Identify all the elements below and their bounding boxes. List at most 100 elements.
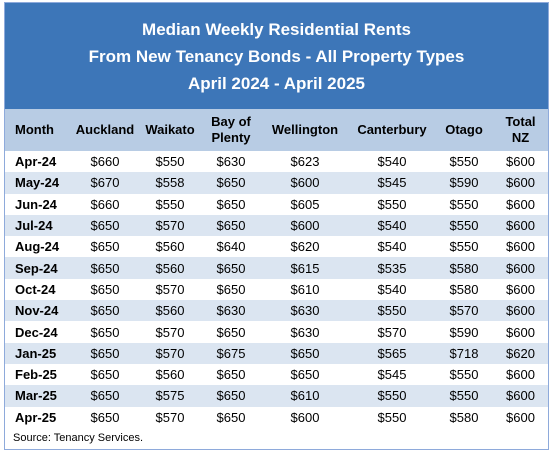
cell: $650 — [71, 385, 139, 407]
cell: $630 — [290, 324, 320, 340]
month-cell: Aug-24 — [15, 239, 60, 255]
cell: $650 — [201, 172, 261, 194]
cell: $550 — [435, 385, 493, 407]
cell: $600 — [506, 281, 535, 297]
month-cell: Sep-24 — [5, 257, 71, 279]
cell: $650 — [71, 257, 139, 279]
cell: $550 — [449, 154, 479, 170]
cell: $650 — [216, 281, 246, 297]
cell: $650 — [90, 281, 120, 297]
cell: $650 — [201, 385, 261, 407]
cell: $670 — [71, 172, 139, 194]
table-row: Mar-25 $650 $575 $650 $610 $550 $550 $600 — [5, 385, 548, 407]
table-row: Nov-24 $650 $560 $630 $630 $550 $570 $600 — [5, 300, 548, 322]
cell: $540 — [377, 239, 407, 255]
table-row: Oct-24 $650 $570 $650 $610 $540 $580 $600 — [5, 279, 548, 300]
cell: $565 — [349, 342, 435, 364]
column-header: Bay of Plenty — [201, 109, 261, 151]
month-cell: Apr-24 — [15, 154, 57, 170]
cell: $550 — [435, 214, 493, 237]
cell: $545 — [377, 367, 407, 383]
cell: $560 — [155, 239, 185, 255]
cell: $620 — [493, 342, 548, 364]
cell: $650 — [90, 367, 120, 383]
cell: $570 — [139, 214, 201, 237]
cell: $610 — [261, 385, 349, 407]
cell: $580 — [449, 409, 479, 425]
table-row: Apr-24 $660 $550 $630 $623 $540 $550 $600 — [5, 151, 548, 172]
cell: $580 — [435, 257, 493, 279]
column-header: Waikato — [139, 109, 201, 151]
table-row: Feb-25 $650 $560 $650 $650 $545 $550 $600 — [5, 364, 548, 385]
cell: $545 — [349, 172, 435, 194]
cell: $650 — [216, 324, 246, 340]
cell: $650 — [71, 342, 139, 364]
cell: $590 — [449, 324, 479, 340]
cell: $610 — [290, 281, 320, 297]
month-cell: Jul-24 — [5, 214, 71, 237]
rent-table-card: Median Weekly Residential Rents From New … — [4, 2, 549, 450]
cell: $650 — [90, 324, 120, 340]
cell: $550 — [449, 196, 479, 212]
cell: $540 — [349, 214, 435, 237]
cell: $570 — [435, 300, 493, 322]
cell: $605 — [290, 196, 320, 212]
cell: $650 — [201, 214, 261, 237]
cell: $650 — [290, 367, 320, 383]
cell: $550 — [449, 367, 479, 383]
cell: $550 — [155, 154, 185, 170]
cell: $650 — [216, 409, 246, 425]
cell: $550 — [155, 196, 185, 212]
cell: $600 — [506, 409, 535, 425]
cell: $558 — [139, 172, 201, 194]
cell: $600 — [261, 172, 349, 194]
cell: $570 — [139, 342, 201, 364]
cell: $650 — [216, 367, 246, 383]
cell: $600 — [506, 196, 535, 212]
cell: $675 — [201, 342, 261, 364]
month-cell: Jun-24 — [15, 196, 57, 212]
cell: $660 — [90, 196, 120, 212]
month-cell: May-24 — [5, 172, 71, 194]
cell: $550 — [349, 300, 435, 322]
cell: $718 — [435, 342, 493, 364]
cell: $600 — [506, 324, 535, 340]
title-line: Median Weekly Residential Rents — [142, 19, 411, 39]
cell: $630 — [201, 300, 261, 322]
cell: $550 — [449, 239, 479, 255]
column-header: Month — [5, 109, 71, 151]
cell: $600 — [506, 239, 535, 255]
cell: $550 — [377, 409, 407, 425]
table-row: Dec-24 $650 $570 $650 $630 $570 $590 $600 — [5, 321, 548, 342]
cell: $535 — [349, 257, 435, 279]
cell: $570 — [377, 324, 407, 340]
cell: $550 — [349, 385, 435, 407]
table-row: Jun-24 $660 $550 $650 $605 $550 $550 $600 — [5, 194, 548, 215]
month-cell: Apr-25 — [15, 409, 57, 425]
table-body: Apr-24 $660 $550 $630 $623 $540 $550 $600 May-24… — [5, 151, 548, 428]
month-cell: Nov-24 — [5, 300, 71, 322]
cell: $600 — [506, 367, 535, 383]
cell: $575 — [139, 385, 201, 407]
cell: $570 — [155, 324, 185, 340]
cell: $630 — [261, 300, 349, 322]
cell: $620 — [290, 239, 320, 255]
month-cell: Dec-24 — [15, 324, 58, 340]
column-header: Canterbury — [349, 109, 435, 151]
cell: $600 — [493, 257, 548, 279]
column-header: Wellington — [261, 109, 349, 151]
header-row: Month Auckland Waikato Bay of Plenty Welling… — [5, 109, 548, 151]
cell: $650 — [216, 196, 246, 212]
title-block: Median Weekly Residential Rents From New … — [5, 3, 548, 109]
cell: $600 — [261, 214, 349, 237]
cell: $600 — [290, 409, 320, 425]
month-cell: Oct-24 — [15, 281, 56, 297]
title-line: From New Tenancy Bonds - All Property Ty… — [88, 46, 465, 66]
column-header: Auckland — [71, 109, 139, 151]
cell: $615 — [261, 257, 349, 279]
cell: $630 — [216, 154, 246, 170]
cell: $570 — [155, 281, 185, 297]
cell: $650 — [71, 214, 139, 237]
source-note: Source: Tenancy Services. — [13, 431, 144, 444]
cell: $600 — [493, 214, 548, 237]
